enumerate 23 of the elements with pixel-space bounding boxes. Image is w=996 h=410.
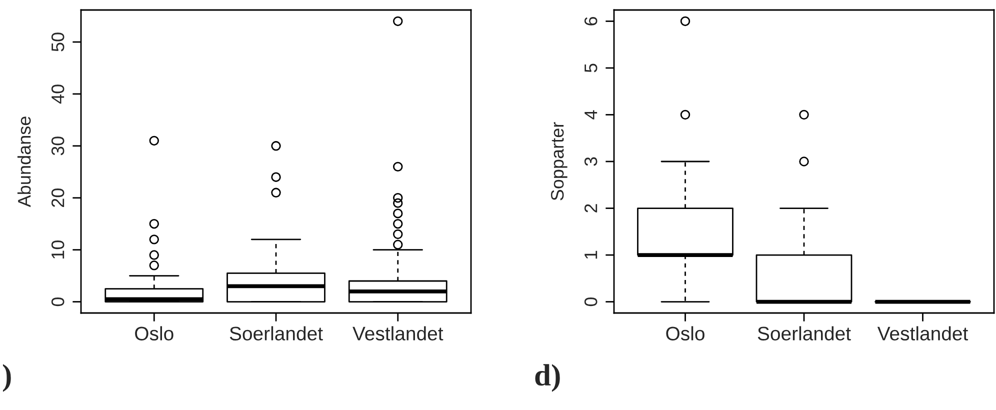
- y-tick-label: 2: [584, 204, 598, 212]
- y-axis-title: Sopparter: [550, 122, 568, 200]
- y-tick-label: 10: [51, 240, 64, 258]
- text: ): [2, 364, 11, 392]
- y-tick-label: 6: [584, 16, 598, 26]
- y-tick-label: 40: [51, 84, 64, 104]
- x-tick-label: Soerlandet: [230, 326, 323, 340]
- y-tick-label: 0: [584, 297, 598, 306]
- y-tick-label: 4: [584, 110, 598, 120]
- x-tick-label: Vestlandet: [352, 326, 444, 340]
- y-tick-label: 30: [51, 136, 64, 156]
- y-tick-label: 5: [584, 64, 598, 72]
- x-tick-label: Oslo: [135, 326, 174, 340]
- y-tick-label: 20: [51, 188, 64, 207]
- x-tick-label: Vestlandet: [877, 326, 968, 340]
- y-tick-label: 3: [584, 157, 598, 166]
- text: d): [535, 364, 560, 392]
- y-tick-label: 50: [51, 32, 64, 52]
- x-tick-label: Soerlandet: [758, 326, 851, 340]
- y-tick-label: 0: [51, 297, 64, 306]
- x-tick-label: Oslo: [666, 326, 704, 340]
- y-tick-label: 1: [584, 250, 598, 259]
- y-axis-title: Abundanse: [17, 116, 31, 208]
